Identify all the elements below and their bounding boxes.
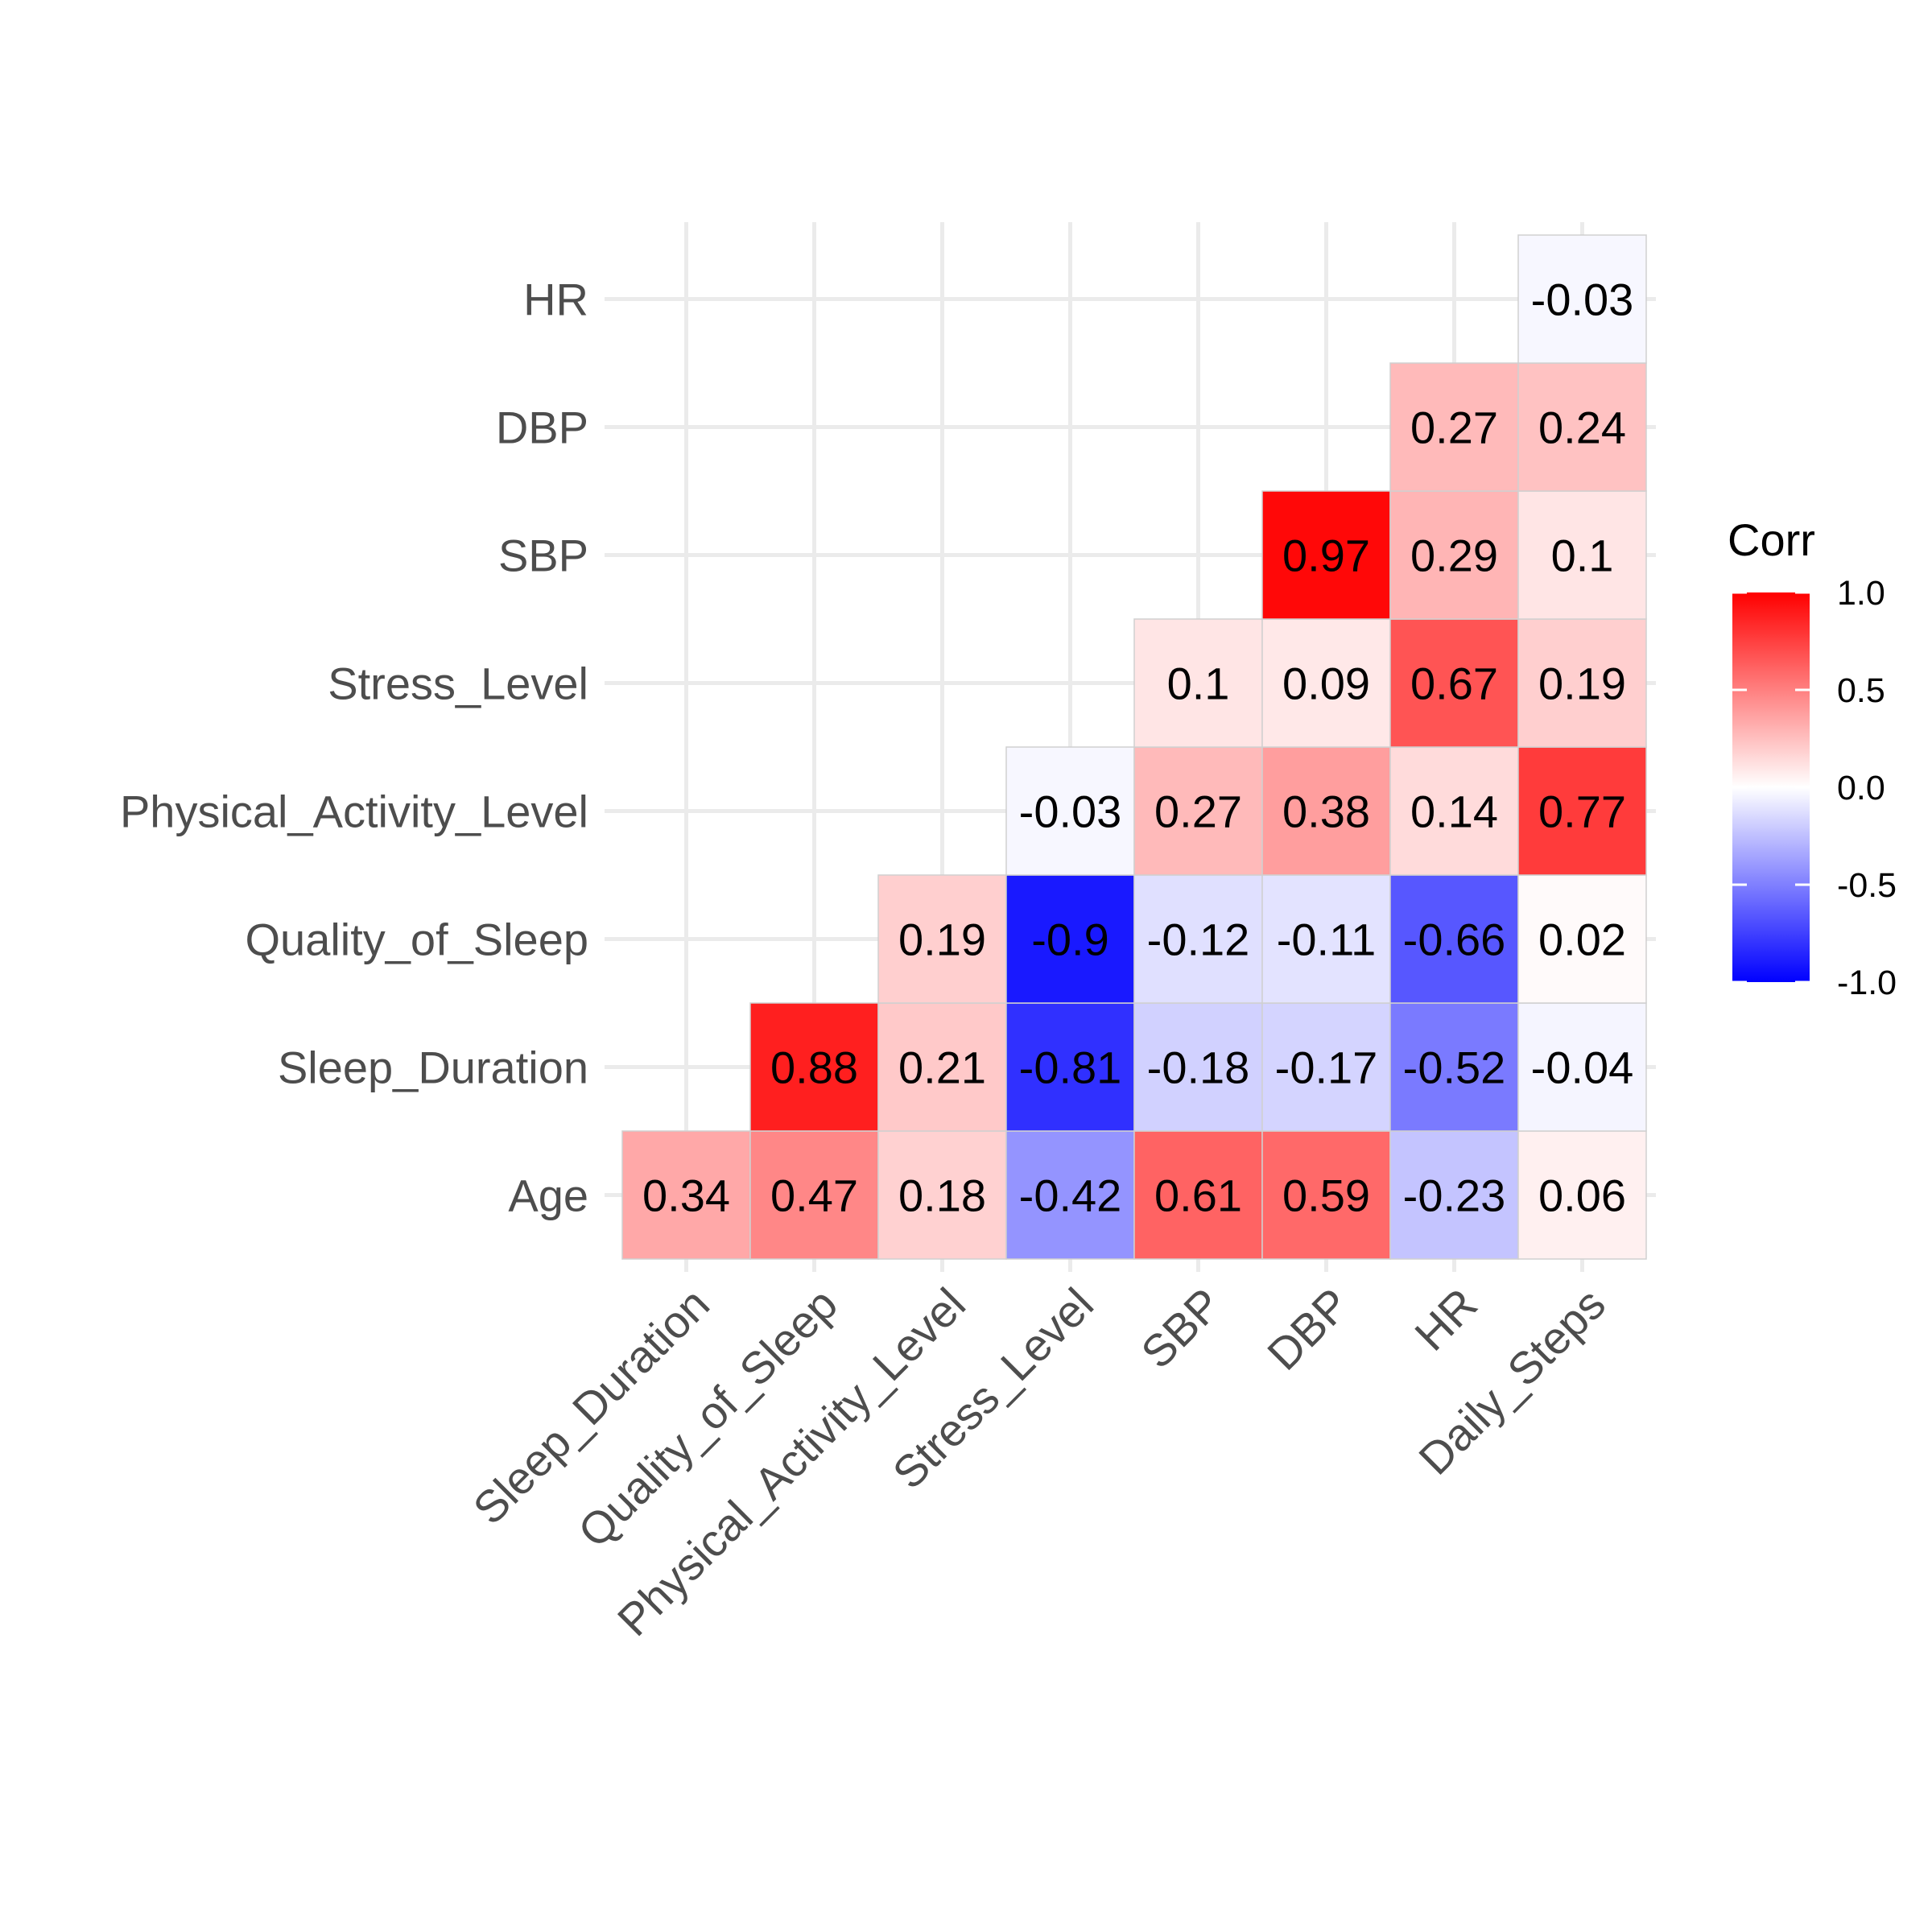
cell-value-label: 0.34 [642,1170,730,1221]
cell-value-label: 0.67 [1410,658,1498,709]
heatmap-cell [1133,618,1263,748]
x-tick-label: SBP [1131,1278,1231,1378]
cell-value-label: 0.29 [1410,530,1498,581]
cell-value-label: 0.09 [1282,658,1370,709]
heatmap-cell [749,1002,879,1132]
heatmap-cell [1389,1130,1519,1260]
cell-value-label: 0.21 [898,1042,986,1093]
heatmap-cell [749,1130,879,1260]
x-tick-label: DBP [1257,1278,1359,1380]
legend-tick-label: 0.5 [1837,671,1885,710]
cell-value-label: 0.19 [1538,658,1626,709]
cell-value-label: 0.77 [1538,786,1626,837]
cell-value-label: -0.12 [1147,914,1250,965]
cell-value-label: -0.03 [1531,275,1634,325]
legend-tick-label: 0.0 [1837,769,1885,807]
cell-value-label: 0.88 [770,1042,858,1093]
cell-value-label: 0.38 [1282,786,1370,837]
cell-value-label: -0.18 [1147,1042,1250,1093]
heatmap-cell [1133,746,1263,876]
heatmap-cell [1005,874,1135,1004]
cell-value-label: -0.04 [1531,1042,1634,1093]
cell-value-label: 0.1 [1167,658,1230,709]
heatmap-cell [1261,874,1391,1004]
cell-value-label: 0.06 [1538,1170,1626,1221]
y-tick-label: DBP [496,402,588,453]
heatmap-cell [1517,1002,1647,1132]
y-tick-label: SBP [498,530,588,581]
cell-value-label: 0.14 [1410,786,1498,837]
x-axis: Sleep_DurationQuality_of_SleepPhysical_A… [463,1278,1615,1645]
cell-value-label: -0.81 [1019,1042,1122,1093]
y-tick-label: Sleep_Duration [278,1042,588,1093]
heatmap-cell [1261,1130,1391,1260]
cell-value-label: -0.9 [1031,914,1109,965]
y-tick-label: HR [523,275,588,325]
cell-value-label: 0.1 [1551,530,1614,581]
heatmap-cell [1261,618,1391,748]
legend-tick-label: 1.0 [1837,574,1885,613]
heatmap-cell [1261,1002,1391,1132]
cell-value-label: 0.97 [1282,530,1370,581]
cell-value-label: 0.27 [1410,402,1498,453]
heatmap-cell [1517,1130,1647,1260]
cell-value-labels: 0.34 0.47 0.18 -0.42 0.61 0.59 -0.23 0.06 0.88 0.… [642,275,1633,1221]
heatmap-cell [1005,746,1135,876]
cell-value-label: 0.61 [1154,1170,1242,1221]
cell-value-label: -0.23 [1403,1170,1506,1221]
heatmap-cell [1389,1002,1519,1132]
heatmap-cell [1133,1130,1263,1260]
heatmap-cell [1517,874,1647,1004]
heatmap-cell [1517,234,1647,364]
heatmap-cell [1517,746,1647,876]
heatmap-cell [1133,1002,1263,1132]
x-tick-label: HR [1405,1278,1487,1360]
heatmap-cell [877,1130,1007,1260]
legend-title: Corr [1728,514,1815,565]
cell-value-label: 0.19 [898,914,986,965]
heatmap-cell [1133,874,1263,1004]
y-tick-label: Stress_Level [328,658,588,709]
y-tick-label: Quality_of_Sleep [245,914,588,965]
cell-value-label: -0.52 [1403,1042,1506,1093]
heatmap-cell [1517,362,1647,492]
cell-value-label: -0.17 [1275,1042,1378,1093]
cell-value-label: -0.11 [1277,914,1376,965]
cell-value-label: 0.18 [898,1170,986,1221]
heatmap-cell [1005,1130,1135,1260]
heatmap-cell [1389,490,1519,620]
heatmap-cell [1389,874,1519,1004]
legend-tick-label: -1.0 [1837,964,1897,1002]
y-axis: Age Sleep_Duration Quality_of_Sleep Physica… [120,275,588,1221]
cell-value-label: 0.47 [770,1170,858,1221]
cell-value-label: 0.27 [1154,786,1242,837]
x-tick-label: Sleep_Duration [463,1278,719,1534]
heatmap-cell [1389,362,1519,492]
cell-value-label: -0.42 [1019,1170,1122,1221]
legend-tick-label: -0.5 [1837,866,1897,905]
heatmap-cell [1517,618,1647,748]
heatmap-cell [1261,490,1391,620]
cell-value-label: 0.02 [1538,914,1626,965]
heatmap-cell [621,1130,751,1260]
heatmap-cells [621,234,1647,1260]
y-tick-label: Physical_Activity_Level [120,786,588,837]
cell-value-label: -0.66 [1403,914,1506,965]
heatmap-cell [1005,1002,1135,1132]
cell-value-label: 0.59 [1282,1170,1370,1221]
y-tick-label: Age [508,1170,588,1221]
cell-value-label: 0.24 [1538,402,1626,453]
heatmap-cell [877,874,1007,1004]
cell-value-label: -0.03 [1019,786,1122,837]
color-legend: Corr 1.0 0.5 0.0 -0.5 -1.0 [1728,514,1897,1002]
heatmap-cell [877,1002,1007,1132]
